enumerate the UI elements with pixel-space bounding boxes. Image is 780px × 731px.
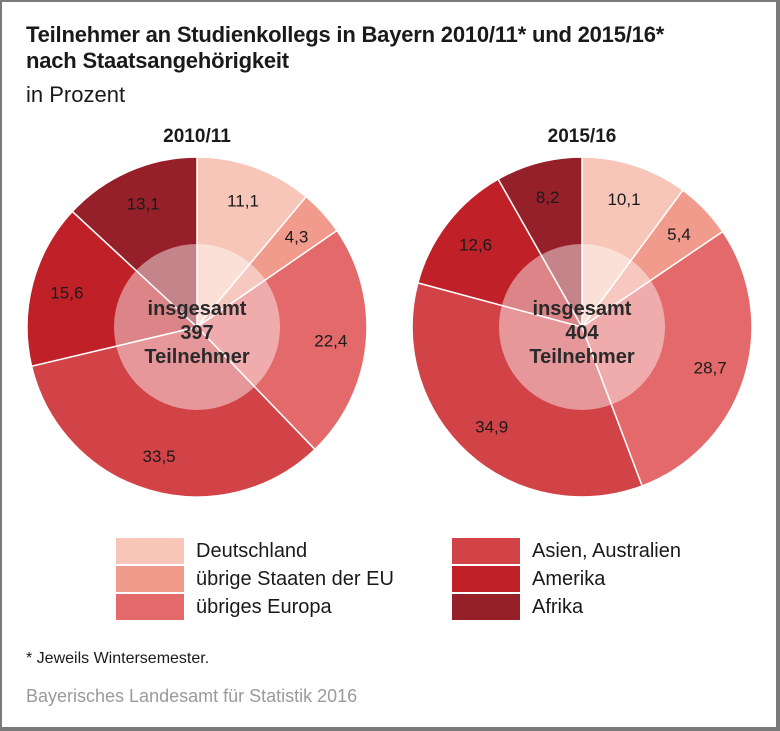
legend-swatch [452,566,520,592]
pie-slice [416,178,584,329]
center-label: Teilnehmer [529,346,634,368]
legend-swatch [116,594,184,620]
legend-swatch [116,566,184,592]
center-label: insgesamt [533,298,632,320]
center-disc [114,244,280,410]
center-label: Teilnehmer [144,346,249,368]
chart-subtitle: in Prozent [26,82,126,107]
slice-value-label: 11,1 [227,192,259,211]
pie-slice [497,156,583,330]
slice-value-label: 28,7 [694,359,727,378]
pie-chart-1: 2010/11 11,1 4,3 22,4 33,5 15,6 13,1 insgesamt3… [26,126,368,498]
center-disc [499,244,665,410]
legend-swatch [452,538,520,564]
pie-slice [30,326,316,498]
pie-slice [411,281,644,498]
pie-title: 2010/11 [163,126,231,147]
slice-value-label: 10,1 [607,190,640,209]
legend-label: übrige Staaten der EU [196,568,394,590]
slice-value-label: 13,1 [127,195,160,214]
center-label: 404 [565,322,599,344]
slice-value-label: 12,6 [459,236,492,255]
legend-label: Deutschland [196,540,308,562]
chart-title: Teilnehmer an Studienkollegs in Bayern 2… [26,22,665,73]
slice-value-label: 15,6 [50,284,83,303]
legend-label: übriges Europa [196,596,332,618]
legend-swatch [452,594,520,620]
legend-label: Amerika [532,568,606,590]
source-note: Bayerisches Landesamt für Statistik 2016 [26,686,358,706]
pie-chart-2: 2015/16 10,1 5,4 28,7 34,9 12,6 8,2 insgesamt40… [411,126,753,498]
slice-value-label: 34,9 [475,418,508,437]
footnote: * Jeweils Wintersemester. [26,650,210,667]
pie-slice [195,229,368,451]
legend-label: Afrika [532,596,584,618]
slice-value-label: 8,2 [536,188,560,207]
slice-value-label: 5,4 [667,225,691,244]
legend-label: Asien, Australien [532,540,681,562]
pie-slice [196,156,308,330]
center-label: 397 [180,322,213,344]
center-label: insgesamt [148,298,247,320]
slice-value-label: 4,3 [285,228,309,247]
pie-slice [581,156,684,330]
pie-slice [581,230,753,487]
pie-title: 2015/16 [548,126,617,147]
pie-slice [71,156,198,329]
slice-value-label: 22,4 [314,332,347,351]
legend-swatch [116,538,184,564]
slice-value-label: 33,5 [143,447,176,466]
pie-slice [26,210,199,368]
